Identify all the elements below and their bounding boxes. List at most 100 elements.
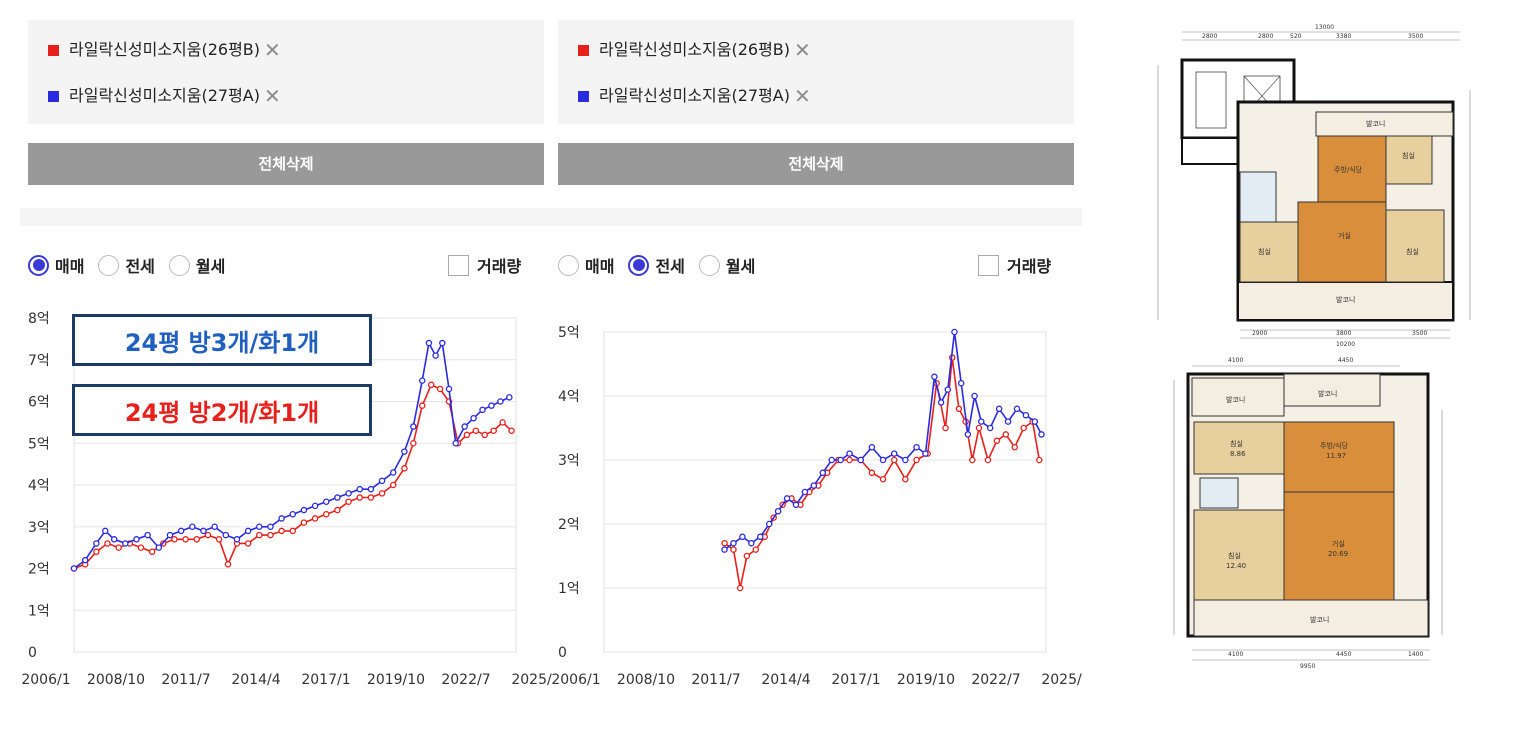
fp1-dim: 10200 (1336, 341, 1355, 348)
data-point (224, 561, 232, 568)
x-tick-label: 2019/10 (367, 672, 425, 688)
fp1-dim: 3380 (1336, 33, 1351, 40)
y-tick-label: 2억 (28, 562, 50, 578)
data-point (721, 546, 728, 553)
legend-label: 라일락신성미소지움(27평A) (599, 86, 790, 105)
floorplan-2room: 4100 4450 발코니 발코니 침실 8.86 주방/식당 11.97 침실… (1160, 350, 1460, 680)
fp2-room-label: 거실 (1332, 539, 1345, 548)
data-point (783, 495, 791, 502)
fp2-room-label: 발코니 (1310, 615, 1329, 624)
data-point (902, 456, 909, 464)
fp2-room-area: 12.40 (1226, 562, 1246, 570)
data-point (171, 536, 178, 543)
data-point (868, 443, 876, 451)
radio-label-sale: 매매 (55, 257, 85, 276)
data-point (975, 424, 983, 432)
data-point (955, 405, 963, 413)
data-point (122, 540, 129, 547)
radio-jeonse[interactable] (98, 254, 120, 276)
data-point (378, 490, 386, 497)
data-point (367, 485, 375, 493)
y-tick-label: 2억 (558, 517, 580, 533)
x-tick-label: 2014/4 (761, 672, 810, 688)
data-point (445, 385, 453, 393)
data-point (1022, 411, 1030, 419)
data-point (922, 450, 929, 457)
fp2-dim: 4450 (1338, 357, 1353, 364)
y-tick-label: 6억 (28, 395, 50, 411)
x-tick-label: 2022/7 (971, 672, 1020, 688)
data-point (189, 523, 196, 530)
fp1-dim: 3500 (1412, 330, 1427, 337)
data-point (211, 523, 218, 530)
radio-jeonse[interactable] (628, 254, 650, 276)
data-point (356, 494, 363, 501)
data-point (367, 494, 375, 501)
data-point (222, 531, 230, 539)
data-point (913, 443, 920, 451)
data-point (497, 398, 504, 405)
section-divider (20, 208, 1082, 226)
remove-icon[interactable]: ✕ (264, 84, 281, 108)
data-point (389, 481, 397, 489)
delete-all-button[interactable]: 전체삭제 (558, 143, 1074, 185)
data-point (148, 548, 156, 556)
fp2-room-area: 11.97 (1326, 452, 1346, 460)
radio-sale[interactable] (28, 254, 49, 276)
radio-monthly[interactable] (168, 254, 190, 276)
x-tick-label: 2019/10 (897, 672, 955, 688)
data-point (425, 339, 433, 347)
volume-toggle[interactable]: 거래량 (978, 252, 1051, 278)
volume-toggle[interactable]: 거래량 (448, 252, 521, 278)
data-point (204, 531, 212, 539)
data-point (356, 485, 363, 493)
data-point (774, 507, 782, 515)
data-point (334, 494, 341, 501)
data-point (323, 510, 330, 518)
x-tick-label: 2025/4 (1041, 672, 1082, 688)
data-point (995, 405, 1003, 413)
x-tick-label: 2008/10 (617, 672, 675, 688)
data-point (215, 536, 223, 543)
data-point (957, 379, 965, 387)
jeonse-price-chart: 0 1억 2억 3억 4억 5억 2006/1 2008/10 2011/7 2014/4 2017… (551, 325, 1082, 688)
fp1-room-label: 발코니 (1366, 119, 1385, 128)
data-point (401, 465, 408, 472)
remove-icon[interactable]: ✕ (794, 84, 811, 108)
data-point (951, 328, 958, 336)
data-point (102, 527, 109, 535)
fp1-dim: 3800 (1336, 330, 1351, 337)
radio-monthly[interactable] (698, 254, 720, 276)
sale-price-chart: 0 1억 2억 3억 4억 5억 6억 7억 8억 2006/1 2008/10 2011/7 2014… (21, 311, 552, 688)
data-point (846, 450, 853, 457)
volume-checkbox[interactable] (978, 254, 999, 276)
volume-label: 거래량 (1007, 257, 1052, 276)
data-point (311, 515, 319, 522)
x-tick-label: 2022/7 (441, 672, 490, 688)
legend-label: 라일락신성미소지움(27평A) (69, 86, 260, 105)
data-point (115, 544, 122, 551)
fp1-dim-top: 13000 (1315, 24, 1334, 31)
data-point (345, 498, 352, 505)
legend-item-26b: 라일락신성미소지움(26평B) ✕ (578, 40, 811, 60)
fp2-room-label: 침실 (1230, 439, 1243, 448)
delete-all-button[interactable]: 전체삭제 (28, 143, 544, 185)
radio-label-monthly: 월세 (195, 257, 226, 276)
volume-checkbox[interactable] (448, 254, 469, 276)
data-point (1038, 431, 1045, 438)
y-tick-label: 5억 (558, 325, 580, 341)
data-point (470, 414, 477, 422)
data-point (463, 431, 471, 439)
fp2-dim: 4100 (1228, 651, 1243, 658)
x-tick-label: 2006/1 (551, 672, 600, 688)
radio-sale[interactable] (558, 254, 579, 276)
plot-area (603, 331, 1047, 653)
remove-icon[interactable]: ✕ (264, 38, 281, 62)
data-point (311, 502, 319, 510)
fp1-room-label: 주방/식당 (1334, 165, 1363, 174)
data-point (452, 439, 459, 447)
remove-icon[interactable]: ✕ (794, 38, 811, 62)
floorplan-3room: 13000 2800 2800 520 3380 3500 발코니 주방/식당 … (1140, 20, 1500, 350)
data-point (890, 456, 898, 464)
data-point (267, 531, 274, 539)
